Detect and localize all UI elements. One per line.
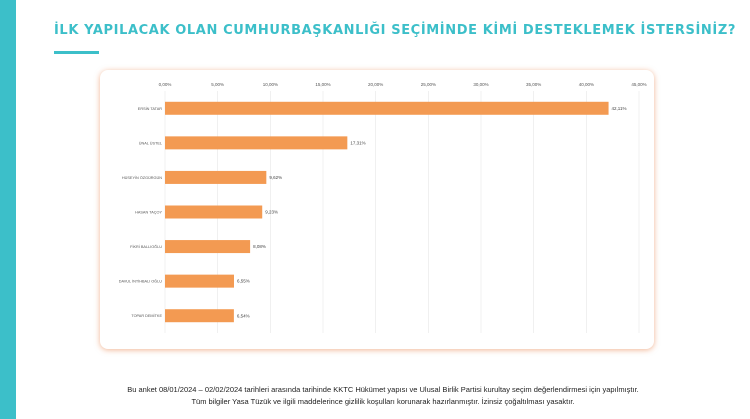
- x-tick-label: 30,00%: [473, 82, 488, 87]
- chart-card: 0,00% 5,00% 10,00% 15,00% 20,00% 25,00% 30,00%…: [100, 70, 654, 349]
- x-tick-label: 5,00%: [211, 82, 224, 87]
- category-label: ÜNAL ÜSTEL: [139, 141, 162, 145]
- x-tick-label: 45,00%: [631, 82, 646, 87]
- x-tick-label: 20,00%: [368, 82, 383, 87]
- category-label: FİKRİ BALLIOĞLU: [130, 244, 162, 249]
- footnote-line-2: Tüm bilgiler Yasa Tüzük ve ilgili maddel…: [191, 397, 575, 406]
- x-tick-label: 0,00%: [159, 82, 172, 87]
- value-label: 42,11%: [612, 106, 627, 111]
- bar: [165, 309, 234, 323]
- bar: [165, 136, 348, 150]
- x-tick-label: 35,00%: [526, 82, 541, 87]
- category-label: TOPAR DEMİTKE: [131, 313, 162, 318]
- category-label: DAVUL İNTİHBALI OĞLU: [119, 279, 163, 284]
- value-label: 8,08%: [253, 244, 266, 249]
- category-label: HÜSEYİN ÖZGÜRGÜN: [122, 175, 162, 180]
- category-label: HASAN TAÇOY: [135, 211, 162, 215]
- side-accent-bar: [0, 0, 16, 419]
- page-title: İLK YAPILACAK OLAN CUMHURBAŞKANLIĞI SEÇİ…: [54, 23, 737, 38]
- bar: [165, 240, 251, 254]
- x-tick-label: 25,00%: [421, 82, 436, 87]
- footnote-line-1: Bu anket 08/01/2024 – 02/02/2024 tarihle…: [127, 385, 639, 394]
- bar: [165, 101, 609, 115]
- title-underline: [54, 51, 99, 54]
- bar: [165, 170, 267, 184]
- category-label: ERSİN TATAR: [138, 106, 162, 111]
- value-label: 9,23%: [265, 210, 278, 215]
- bar-chart: 0,00% 5,00% 10,00% 15,00% 20,00% 25,00% 30,00%…: [119, 82, 647, 333]
- x-tick-label: 40,00%: [579, 82, 594, 87]
- bar: [165, 274, 234, 288]
- x-tick-label: 15,00%: [315, 82, 330, 87]
- x-tick-label: 10,00%: [263, 82, 278, 87]
- value-label: 17,31%: [350, 140, 365, 145]
- value-label: 9,62%: [269, 175, 282, 180]
- value-label: 6,55%: [237, 279, 250, 284]
- bar: [165, 205, 263, 219]
- value-label: 6,54%: [237, 313, 250, 318]
